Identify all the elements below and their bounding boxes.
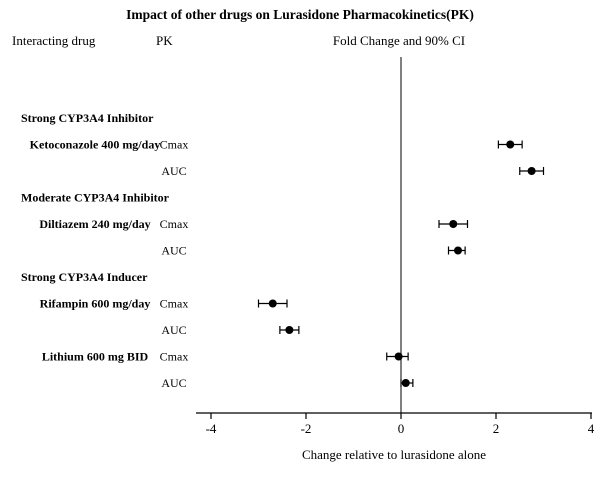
point-estimate [401,379,410,387]
group-header-label: Moderate CYP3A4 Inhibitor [21,191,170,205]
pk-label: AUC [161,323,186,337]
pk-label: AUC [161,244,186,258]
point-estimate [527,167,536,175]
group-header-label: Strong CYP3A4 Inhibitor [21,111,154,125]
pk-label: AUC [161,164,186,178]
x-axis-tick-label: -2 [301,421,312,436]
x-axis-tick-label: 0 [398,421,405,436]
pk-label: Cmax [160,138,189,152]
point-estimate [454,246,462,255]
group-header-label: Strong CYP3A4 Inducer [21,270,148,284]
x-axis-tick-label: -4 [206,421,217,436]
drug-label: Diltiazem 240 mg/day [39,217,150,231]
column-header-fold-change: Fold Change and 90% CI [332,33,466,48]
drug-label: Ketoconazole 400 mg/day [30,138,161,152]
x-axis-tick-label: 2 [493,421,500,436]
x-axis-label: Change relative to lurasidone alone [301,447,487,462]
point-estimate [449,220,458,228]
drug-label: Rifampin 600 mg/day [40,297,151,311]
point-estimate [268,299,277,308]
pk-label: AUC [161,376,186,390]
pk-label: Cmax [160,217,189,231]
pk-label: Cmax [160,350,189,364]
column-header-pk: PK [156,33,173,48]
point-estimate [506,140,515,149]
pk-label: Cmax [160,297,189,311]
chart-title: Impact of other drugs on Lurasidone Phar… [126,7,474,22]
column-header-interacting-drug: Interacting drug [12,33,96,48]
x-axis-tick-label: 4 [588,421,595,436]
point-estimate [394,352,403,361]
drug-label: Lithium 600 mg BID [42,350,149,364]
point-estimate [285,326,294,334]
